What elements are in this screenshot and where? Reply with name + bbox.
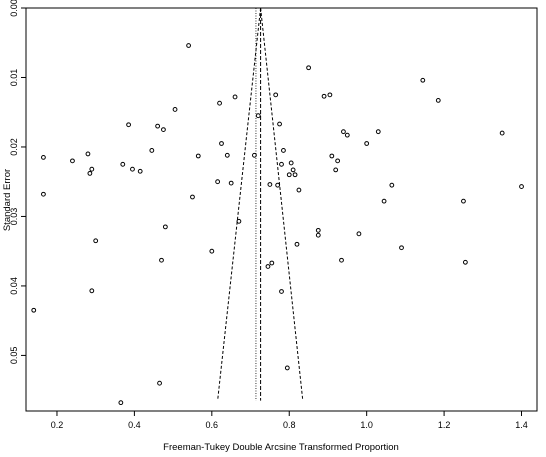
y-tick-label-0: 0.00 — [9, 0, 19, 17]
data-point-32 — [252, 152, 257, 158]
data-point-5 — [87, 170, 93, 176]
data-point-37 — [273, 92, 279, 98]
data-point-3 — [70, 158, 75, 164]
x-tick-label-4: 1.0 — [360, 420, 373, 430]
data-point-13 — [137, 168, 143, 174]
data-point-45 — [288, 160, 294, 166]
data-point-42 — [281, 148, 286, 153]
data-point-17 — [159, 257, 164, 263]
data-point-70 — [462, 259, 468, 265]
data-point-33 — [255, 113, 261, 119]
data-point-46 — [290, 167, 296, 173]
data-point-28 — [224, 152, 230, 158]
data-point-22 — [190, 194, 195, 200]
data-point-69 — [461, 198, 466, 204]
data-point-47 — [292, 172, 298, 178]
data-point-4 — [85, 151, 91, 157]
data-point-72 — [519, 184, 524, 189]
data-point-57 — [335, 158, 341, 164]
data-point-34 — [265, 264, 271, 269]
data-point-26 — [217, 100, 222, 106]
data-point-38 — [275, 182, 281, 188]
data-point-40 — [279, 289, 284, 294]
data-point-48 — [294, 241, 300, 247]
data-point-65 — [389, 182, 395, 188]
data-point-55 — [329, 153, 335, 159]
x-tick-label-3: 0.8 — [283, 420, 296, 430]
data-point-35 — [267, 182, 273, 187]
data-points — [31, 43, 524, 406]
data-point-66 — [399, 245, 404, 251]
data-point-19 — [162, 224, 168, 230]
data-point-49 — [296, 187, 302, 193]
data-point-24 — [209, 248, 215, 254]
data-point-61 — [356, 231, 362, 237]
data-point-54 — [327, 92, 333, 98]
y-tick-label-4: 0.04 — [9, 277, 19, 295]
data-point-64 — [381, 198, 387, 204]
data-point-7 — [89, 288, 95, 294]
data-point-39 — [277, 121, 282, 127]
data-point-51 — [315, 227, 321, 233]
data-point-60 — [344, 132, 350, 138]
data-point-29 — [228, 180, 234, 186]
x-tick-label-1: 0.4 — [128, 420, 141, 430]
data-point-21 — [186, 43, 191, 48]
data-point-8 — [93, 238, 99, 244]
data-point-53 — [321, 93, 327, 99]
data-point-9 — [118, 400, 124, 406]
funnel-lines — [217, 7, 304, 401]
x-tick-label-5: 1.2 — [438, 420, 451, 430]
y-tick-label-2: 0.02 — [9, 138, 19, 156]
data-point-10 — [120, 161, 126, 167]
funnel-right-line — [260, 7, 304, 401]
data-point-62 — [364, 141, 370, 146]
y-tick-label-3: 0.03 — [9, 208, 19, 226]
data-point-31 — [236, 218, 242, 224]
x-tick-label-0: 0.2 — [51, 420, 64, 430]
data-point-27 — [219, 141, 224, 146]
data-point-43 — [284, 365, 290, 371]
y-axis: 0.00 0.01 0.02 0.03 0.04 0.05 — [9, 0, 26, 364]
data-point-59 — [341, 129, 346, 135]
data-point-0 — [31, 307, 37, 313]
data-point-71 — [499, 130, 505, 136]
data-point-1 — [41, 154, 46, 160]
data-point-68 — [435, 98, 441, 103]
data-point-15 — [155, 123, 161, 129]
data-point-56 — [333, 167, 339, 173]
data-point-52 — [315, 232, 321, 238]
data-point-58 — [339, 257, 344, 263]
y-axis-label: Standard Error — [2, 169, 13, 231]
data-point-11 — [126, 122, 131, 128]
data-point-41 — [279, 161, 284, 167]
x-tick-label-6: 1.4 — [515, 420, 528, 430]
data-point-23 — [195, 153, 201, 159]
x-tick-label-2: 0.6 — [206, 420, 219, 430]
data-point-67 — [420, 77, 426, 83]
data-point-44 — [286, 172, 292, 178]
data-point-16 — [157, 380, 162, 386]
y-tick-label-1: 0.01 — [9, 69, 19, 87]
data-point-20 — [172, 107, 178, 112]
x-axis-label: Freeman-Tukey Double Arcsine Transformed… — [163, 442, 399, 453]
data-point-12 — [130, 166, 135, 172]
data-point-63 — [375, 129, 381, 135]
data-point-2 — [41, 191, 46, 197]
data-point-36 — [269, 260, 275, 266]
y-tick-label-5: 0.05 — [9, 347, 19, 365]
data-point-25 — [215, 179, 221, 185]
data-point-50 — [306, 65, 311, 71]
plot-frame — [25, 7, 538, 412]
x-axis: 0.2 0.4 0.6 0.8 1.0 1.2 1.4 — [51, 411, 528, 430]
data-point-30 — [232, 94, 238, 100]
data-point-14 — [149, 148, 155, 153]
data-point-18 — [161, 127, 166, 132]
data-point-6 — [89, 166, 95, 172]
funnel-left-line — [217, 7, 262, 401]
